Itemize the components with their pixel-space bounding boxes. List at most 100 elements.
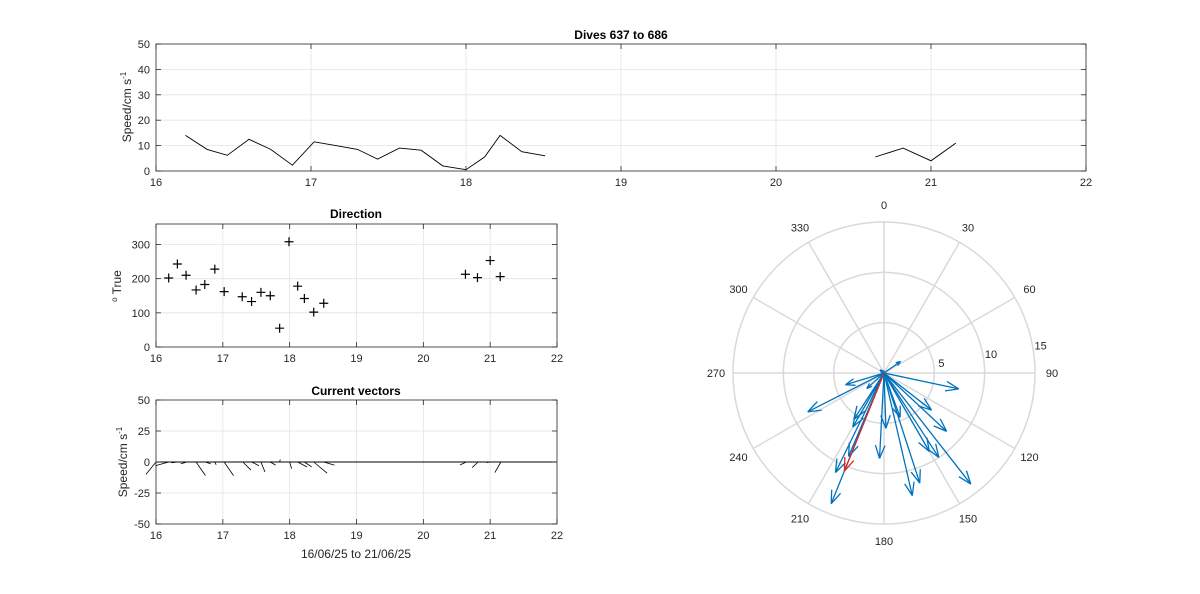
direction-grid	[156, 224, 557, 347]
compass-theta-label: 90	[1046, 368, 1058, 380]
direction-point	[275, 324, 284, 333]
speed-xtick-label: 17	[305, 177, 317, 189]
compass-theta-label: 0	[881, 200, 887, 212]
direction-point	[210, 265, 219, 274]
vectors-stick	[252, 462, 259, 466]
direction-ytick-label: 300	[132, 240, 150, 252]
compass-theta-label: 180	[875, 536, 893, 548]
direction-point	[173, 259, 182, 268]
vectors-xlabel: 16/06/25 to 21/06/25	[301, 547, 411, 561]
vectors-title: Current vectors	[311, 384, 401, 398]
direction-ylabel: oTrue	[110, 270, 124, 302]
compass-vector-head	[920, 469, 921, 483]
direction-point	[486, 256, 495, 265]
speed-ytick-label: 50	[138, 39, 150, 51]
direction-xtick-label: 20	[417, 353, 429, 365]
compass-vector	[884, 373, 939, 457]
vectors-xtick-label: 20	[417, 530, 429, 542]
vectors-ytick-label: -50	[134, 519, 150, 531]
direction-point	[164, 273, 173, 282]
direction-ytick-label: 200	[132, 274, 150, 286]
vectors-xtick-label: 18	[284, 530, 296, 542]
direction-xtick-label: 22	[551, 353, 563, 365]
speed-xtick-label: 22	[1080, 177, 1092, 189]
compass-theta-label: 210	[791, 513, 809, 525]
speed-ytick-label: 0	[144, 166, 150, 178]
direction-point	[238, 292, 247, 301]
compass-spoke	[884, 298, 1015, 374]
vectors-stick	[196, 462, 205, 476]
direction-point	[200, 280, 209, 289]
compass-vector-highlight	[844, 373, 884, 471]
vectors-stick	[270, 462, 275, 465]
vectors-stick	[155, 462, 168, 466]
direction-xtick-label: 21	[484, 353, 496, 365]
speed-ytick-label: 40	[138, 64, 150, 76]
vectors-stick	[261, 462, 265, 472]
speed-ytick-label: 30	[138, 90, 150, 102]
compass-spoke	[809, 242, 885, 373]
vectors-stick	[495, 462, 501, 473]
speed-xtick-label: 16	[150, 177, 162, 189]
compass-vector-head	[945, 389, 959, 391]
compass-vector	[884, 373, 929, 451]
direction-xtick-label: 19	[350, 353, 362, 365]
speed-xtick-label: 20	[770, 177, 782, 189]
compass-theta-label: 300	[729, 284, 747, 296]
vectors-xtick-label: 19	[350, 530, 362, 542]
vectors-stick	[324, 462, 335, 465]
speed-title: Dives 637 to 686	[574, 28, 668, 42]
direction-point	[309, 308, 318, 317]
direction-title: Direction	[330, 207, 382, 221]
compass-theta-label: 150	[959, 513, 977, 525]
compass-theta-label: 240	[729, 452, 747, 464]
direction-point	[293, 282, 302, 291]
direction-ytick-label: 100	[132, 308, 150, 320]
vectors-ytick-label: 25	[138, 426, 150, 438]
speed-xtick-label: 21	[925, 177, 937, 189]
vectors-plot	[146, 460, 557, 476]
vectors-xtick-label: 21	[484, 530, 496, 542]
compass-theta-label: 330	[791, 223, 809, 235]
compass-vector-head	[875, 445, 879, 458]
direction-point	[266, 291, 275, 300]
vectors-ytick-label: -25	[134, 488, 150, 500]
compass-spoke	[884, 373, 1015, 449]
compass-vector-head	[912, 482, 914, 496]
vectors-stick	[472, 462, 478, 468]
direction-point	[256, 288, 265, 297]
compass-spoke	[753, 298, 884, 374]
compass-r-label: 5	[938, 358, 944, 370]
vectors-stick	[243, 462, 251, 470]
direction-point	[247, 297, 256, 306]
direction-point	[473, 273, 482, 282]
vectors-xtick-label: 16	[150, 530, 162, 542]
compass-theta-label: 60	[1023, 284, 1035, 296]
direction-xtick-label: 16	[150, 353, 162, 365]
direction-point	[284, 237, 293, 246]
compass-theta-label: 270	[707, 368, 725, 380]
direction-point	[496, 272, 505, 281]
compass-r-label: 15	[1034, 340, 1046, 352]
vectors-stick	[224, 462, 233, 476]
vectors-ytick-label: 50	[138, 395, 150, 407]
speed-ytick-label: 20	[138, 115, 150, 127]
direction-point	[461, 270, 470, 279]
direction-point	[192, 285, 201, 294]
compass-theta-label: 120	[1020, 452, 1038, 464]
direction-point	[300, 294, 309, 303]
speed-ytick-label: 10	[138, 141, 150, 153]
compass-spoke	[884, 242, 960, 373]
vectors-ytick-label: 0	[144, 457, 150, 469]
direction-xtick-label: 18	[284, 353, 296, 365]
compass-theta-label: 30	[962, 223, 974, 235]
vectors-ylabel: Speed/cm s-1	[115, 426, 130, 497]
speed-ylabel: Speed/cm s-1	[119, 71, 134, 142]
